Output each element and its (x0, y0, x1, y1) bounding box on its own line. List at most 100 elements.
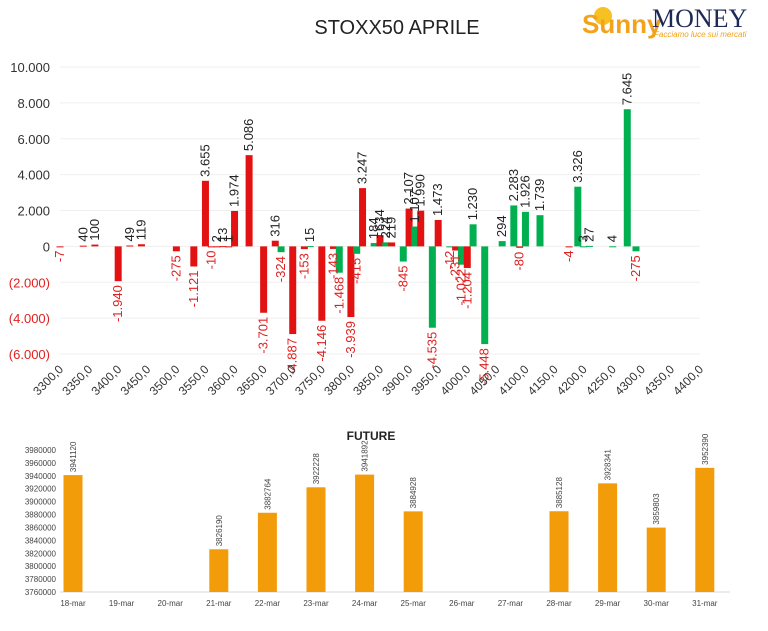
main-bar-label: 219 (384, 217, 399, 239)
main-bar-label: 119 (133, 220, 148, 241)
main-bar (623, 109, 631, 247)
future-bar (695, 467, 715, 592)
main-bar-label: 1.974 (227, 174, 242, 207)
main-bar-label: -143 (325, 253, 340, 279)
future-bar-label: 3941120 (69, 441, 78, 472)
future-bar-label: 3941892 (361, 440, 370, 472)
main-bar (207, 246, 215, 248)
main-bar (126, 245, 134, 247)
future-bar-label: 3884928 (409, 477, 418, 509)
main-bar-label: -231 (448, 255, 463, 281)
main-bar-label: 40 (75, 227, 90, 241)
main-x-tick-label: 4000,0 (438, 362, 474, 398)
main-bar (580, 246, 588, 248)
future-x-tick-label: 22-mar (255, 599, 281, 608)
main-chart-bars (56, 109, 640, 345)
future-bar (209, 549, 229, 592)
future-chart-bars (63, 467, 715, 592)
main-x-tick-label: 4100,0 (496, 362, 532, 398)
main-bar-label: 1.230 (465, 188, 480, 221)
main-bar (91, 244, 99, 247)
future-y-tick-label: 3960000 (25, 459, 57, 468)
future-bar-label: 3826190 (215, 515, 224, 547)
main-bar (219, 246, 227, 248)
main-x-tick-label: 4300,0 (612, 362, 648, 398)
main-bar (201, 180, 209, 247)
sunny-money-logo: Sunny MONEY Facciamo luce sui mercati (582, 4, 748, 39)
future-x-tick-label: 27-mar (498, 599, 524, 608)
main-bar-label: 3 (576, 235, 591, 242)
main-bar (609, 246, 617, 248)
main-bar-label: 1.926 (517, 175, 532, 208)
future-x-tick-label: 19-mar (109, 599, 135, 608)
future-x-tick-label: 20-mar (158, 599, 184, 608)
main-x-tick-label: 3350,0 (59, 362, 95, 398)
main-x-tick-label: 3650,0 (234, 362, 270, 398)
main-bar (359, 188, 367, 247)
future-chart-data-labels: 3941120 3826190 3882764 3922228 3941892 38849… (69, 433, 710, 546)
future-chart-title: FUTURE (347, 429, 396, 443)
main-bar-label: 1.990 (413, 174, 428, 207)
future-bar (646, 527, 666, 592)
future-x-tick-label: 18-mar (60, 599, 86, 608)
main-bar (516, 246, 524, 248)
main-bar (370, 243, 378, 247)
main-bar-label: 3.247 (355, 152, 370, 185)
main-bar (399, 246, 407, 262)
future-bar (598, 483, 618, 592)
main-bar (318, 246, 326, 321)
logo-money-text: MONEY (652, 4, 748, 33)
main-bar-label: -415 (349, 258, 364, 284)
main-x-tick-label: 4150,0 (525, 362, 561, 398)
logo-tagline: Facciamo luce sui mercati (654, 30, 747, 39)
future-bar-label: 3859803 (652, 493, 661, 525)
future-y-tick-label: 3880000 (25, 511, 57, 520)
future-bar (257, 512, 277, 592)
main-bar-label: -324 (273, 256, 288, 282)
main-bar (463, 246, 471, 268)
main-x-tick-label: 3600,0 (205, 362, 241, 398)
future-y-tick-label: 3900000 (25, 498, 57, 507)
main-bar (498, 241, 506, 247)
main-y-tick-label: (4.000) (9, 311, 50, 326)
main-bar-label: -1.022 (453, 269, 468, 306)
main-bar-label: -7 (52, 251, 67, 263)
future-y-tick-label: 3860000 (25, 523, 57, 532)
main-bar (469, 224, 477, 247)
future-x-tick-label: 21-mar (206, 599, 232, 608)
main-bar (585, 245, 593, 247)
main-chart-grid (60, 66, 700, 355)
main-bar (417, 210, 425, 247)
main-bar-label: 1 (221, 235, 236, 242)
main-bar (172, 246, 180, 252)
main-y-tick-label: 8.000 (17, 96, 50, 111)
future-bar-label: 3885128 (555, 477, 564, 509)
main-bar-label: -275 (168, 255, 183, 281)
main-bar-label: 7.645 (619, 73, 634, 106)
main-bar (510, 205, 518, 247)
main-x-tick-label: 4350,0 (641, 362, 677, 398)
main-y-tick-label: 2.000 (17, 204, 50, 219)
main-bar (79, 245, 87, 247)
main-chart-data-labels: -740100-1.94049119-275-1.1213.655-102131… (52, 73, 643, 385)
main-bar-label: -4.146 (314, 325, 329, 362)
main-bar-label: 5.086 (241, 119, 256, 152)
main-bar (329, 246, 337, 249)
main-bar (405, 208, 413, 247)
main-bar-label: -3.701 (256, 317, 271, 354)
main-bar-label: 634 (372, 209, 387, 231)
main-bar-label: -845 (395, 266, 410, 292)
main-bar (271, 240, 279, 247)
future-x-tick-label: 23-mar (303, 599, 329, 608)
logo-sunny-text: Sunny (582, 9, 662, 39)
main-bar (457, 246, 465, 265)
main-bar-label: 1.739 (532, 179, 547, 212)
main-bar-label: -275 (628, 255, 643, 281)
main-bar (213, 246, 221, 248)
main-bar-label: 294 (494, 215, 509, 237)
main-bar (137, 244, 145, 247)
main-bar (353, 246, 361, 254)
future-y-tick-label: 3820000 (25, 549, 57, 558)
main-bar-label: 2 (209, 235, 224, 242)
main-bar (632, 246, 640, 252)
